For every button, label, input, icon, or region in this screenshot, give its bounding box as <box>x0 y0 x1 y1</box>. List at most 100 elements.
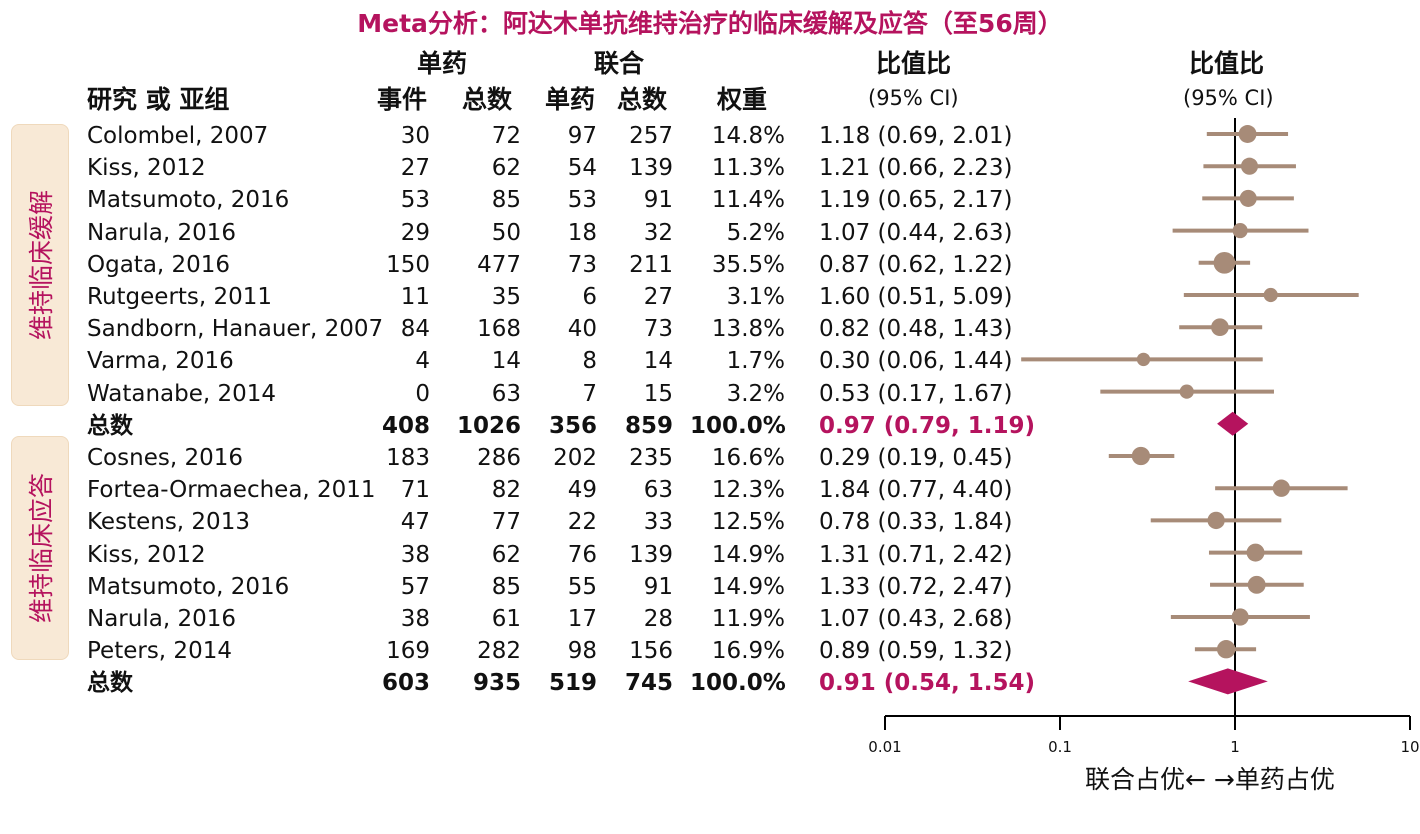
cell-w: 12.3% <box>711 477 785 504</box>
cell-w: 13.8% <box>711 316 785 343</box>
x-tick-label: 1 <box>1230 738 1240 756</box>
cell-n2: 139 <box>629 155 673 182</box>
header-combo-group: 联合 <box>594 49 645 78</box>
cell-n1: 282 <box>477 638 521 665</box>
table-row: Colombel, 2007 30 72 97 257 14.8% 1.18 (0.69, … <box>0 120 1420 152</box>
table-row: Matsumoto, 2016 57 85 55 91 14.9% 1.33 (0.72, … <box>0 571 1420 603</box>
cell-w: 35.5% <box>711 251 785 278</box>
cell-study: Cosnes, 2016 <box>87 445 243 471</box>
study-point <box>1207 511 1225 530</box>
table-row: Kiss, 2012 38 62 76 139 14.9% 1.31 (0.71, 2.42… <box>0 539 1420 571</box>
study-point <box>1238 125 1257 143</box>
header-total-mono: 总数 <box>462 85 513 114</box>
header-or-title: 比值比 <box>876 49 952 78</box>
header-plot-title: 比值比 <box>1189 49 1265 78</box>
cell-w: 3.2% <box>726 380 785 407</box>
study-point <box>1231 608 1249 626</box>
cell-n2: 745 <box>624 670 673 697</box>
cell-odds-ratio: 1.07 (0.44, 2.63) <box>819 219 1013 246</box>
header-study: 研究 或 亚组 <box>87 85 230 114</box>
cell-e1: 53 <box>400 187 430 214</box>
cell-odds-ratio: 1.84 (0.77, 4.40) <box>819 477 1013 504</box>
cell-e2: 97 <box>567 123 597 149</box>
cell-e1: 38 <box>400 606 430 632</box>
study-point <box>1263 287 1278 303</box>
cell-odds-ratio: 0.29 (0.19, 0.45) <box>819 445 1013 471</box>
cell-odds-ratio: 1.31 (0.71, 2.42) <box>819 541 1013 568</box>
header-events-mono: 事件 <box>377 85 428 114</box>
x-tick-label: 0.01 <box>868 738 901 756</box>
cell-n1: 50 <box>491 219 521 246</box>
cell-study: Matsumoto, 2016 <box>87 573 290 600</box>
cell-n1: 935 <box>472 670 521 697</box>
cell-study: Sandborn, Hanauer, 2007 <box>87 316 384 343</box>
cell-e2: 8 <box>582 348 597 375</box>
cell-w: 3.1% <box>726 284 785 310</box>
cell-n1: 85 <box>491 573 521 600</box>
cell-n2: 156 <box>629 638 673 665</box>
group-label-response: 维持临床应答 <box>11 436 69 660</box>
table-row: Ogata, 2016 150 477 73 211 35.5% 0.87 (0.62, 1… <box>0 249 1420 281</box>
cell-n2: 139 <box>629 541 673 568</box>
pooled-total-row: 总数 603 935 519 745 100.0% 0.91 (0.54, 1.54) <box>0 667 1420 699</box>
cell-n1: 61 <box>491 606 521 632</box>
study-point <box>1239 189 1257 207</box>
chart-title: Meta分析：阿达木单抗维持治疗的临床缓解及应答（至56周） <box>357 9 1063 38</box>
cell-n2: 211 <box>629 251 673 278</box>
study-point <box>1131 446 1151 466</box>
x-tick-label: 0.1 <box>1048 738 1072 756</box>
table-row: Kiss, 2012 27 62 54 139 11.3% 1.21 (0.66, 2.23… <box>0 152 1420 184</box>
cell-n1: 62 <box>491 541 521 568</box>
cell-e1: 183 <box>386 445 430 471</box>
cell-odds-ratio: 0.97 (0.79, 1.19) <box>819 412 1036 439</box>
cell-w: 1.7% <box>726 348 785 375</box>
cell-e1: 169 <box>386 638 430 665</box>
cell-odds-ratio: 0.53 (0.17, 1.67) <box>819 380 1013 407</box>
cell-e1: 4 <box>415 348 430 375</box>
table-row: Varma, 2016 4 14 8 14 1.7% 0.30 (0.06, 1.44) <box>0 345 1420 377</box>
cell-e2: 17 <box>567 606 597 632</box>
study-point <box>1272 479 1290 497</box>
cell-study: Peters, 2014 <box>87 638 232 665</box>
cell-odds-ratio: 0.82 (0.48, 1.43) <box>819 316 1013 343</box>
cell-n2: 257 <box>629 123 673 149</box>
cell-odds-ratio: 0.89 (0.59, 1.32) <box>819 638 1013 665</box>
cell-e2: 49 <box>567 477 597 504</box>
cell-n1: 77 <box>491 509 521 536</box>
cell-study: Watanabe, 2014 <box>87 380 277 407</box>
cell-odds-ratio: 0.78 (0.33, 1.84) <box>819 509 1013 536</box>
cell-e2: 54 <box>567 155 597 182</box>
cell-e1: 603 <box>381 670 430 697</box>
cell-e1: 0 <box>415 380 430 407</box>
cell-n1: 63 <box>491 380 521 407</box>
study-point <box>1136 352 1151 367</box>
cell-e1: 11 <box>400 284 430 310</box>
cell-odds-ratio: 1.18 (0.69, 2.01) <box>819 123 1013 149</box>
cell-odds-ratio: 1.21 (0.66, 2.23) <box>819 155 1013 182</box>
study-point <box>1179 384 1194 399</box>
table-row: Narula, 2016 29 50 18 32 5.2% 1.07 (0.44, 2.63… <box>0 217 1420 249</box>
cell-study: Fortea-Ormaechea, 2011 <box>87 477 376 504</box>
study-point <box>1246 543 1265 562</box>
header-weight: 权重 <box>717 85 768 114</box>
cell-study: Narula, 2016 <box>87 606 236 632</box>
pooled-diamond <box>1188 668 1268 695</box>
cell-e1: 29 <box>400 219 430 246</box>
cell-e2: 98 <box>567 638 597 665</box>
cell-n1: 477 <box>477 251 521 278</box>
cell-study: Kestens, 2013 <box>87 509 250 536</box>
cell-n1: 85 <box>491 187 521 214</box>
cell-odds-ratio: 0.30 (0.06, 1.44) <box>819 348 1013 375</box>
cell-e1: 150 <box>386 251 430 278</box>
cell-n2: 63 <box>643 477 673 504</box>
cell-e2: 18 <box>567 219 597 246</box>
cell-n2: 14 <box>643 348 673 375</box>
cell-w: 16.6% <box>711 445 785 471</box>
cell-w: 100.0% <box>690 412 786 439</box>
cell-n2: 28 <box>643 606 673 632</box>
cell-study: Kiss, 2012 <box>87 541 206 568</box>
cell-study: Rutgeerts, 2011 <box>87 284 273 310</box>
cell-e1: 38 <box>400 541 430 568</box>
group-label-remission: 维持临床缓解 <box>11 124 69 406</box>
